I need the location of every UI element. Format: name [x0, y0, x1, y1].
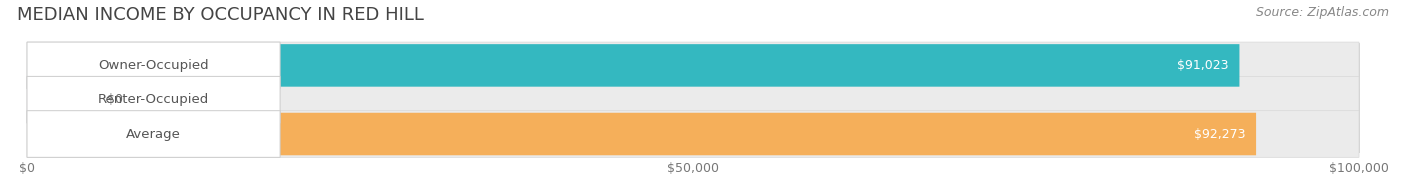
FancyBboxPatch shape: [27, 42, 280, 89]
FancyBboxPatch shape: [27, 76, 280, 123]
Text: Source: ZipAtlas.com: Source: ZipAtlas.com: [1256, 6, 1389, 19]
FancyBboxPatch shape: [27, 42, 1360, 89]
FancyBboxPatch shape: [27, 111, 1360, 157]
FancyBboxPatch shape: [27, 78, 87, 121]
Text: Renter-Occupied: Renter-Occupied: [98, 93, 209, 106]
Text: $0: $0: [107, 93, 122, 106]
FancyBboxPatch shape: [27, 76, 1360, 123]
Text: $91,023: $91,023: [1177, 59, 1229, 72]
FancyBboxPatch shape: [27, 113, 1256, 155]
Text: Owner-Occupied: Owner-Occupied: [98, 59, 209, 72]
FancyBboxPatch shape: [27, 111, 280, 157]
Text: Average: Average: [127, 128, 181, 141]
Text: $92,273: $92,273: [1194, 128, 1246, 141]
Text: MEDIAN INCOME BY OCCUPANCY IN RED HILL: MEDIAN INCOME BY OCCUPANCY IN RED HILL: [17, 6, 423, 24]
FancyBboxPatch shape: [27, 44, 1240, 87]
